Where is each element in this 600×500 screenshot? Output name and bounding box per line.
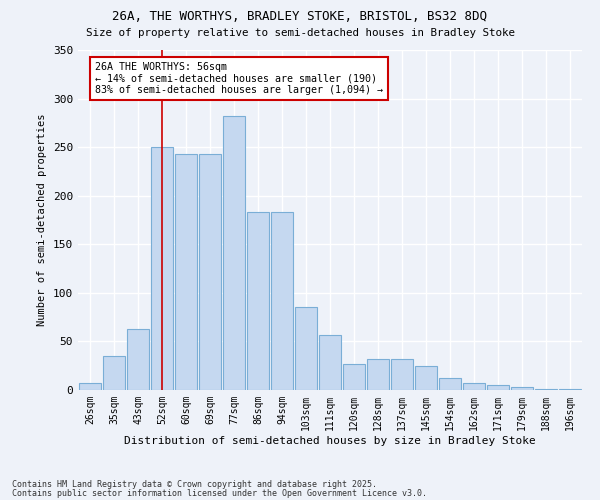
Bar — [319, 334, 341, 390]
Bar — [367, 359, 389, 390]
Bar — [391, 359, 413, 390]
Bar — [175, 154, 197, 390]
Y-axis label: Number of semi-detached properties: Number of semi-detached properties — [37, 114, 47, 326]
Bar — [535, 389, 557, 390]
Text: 26A, THE WORTHYS, BRADLEY STOKE, BRISTOL, BS32 8DQ: 26A, THE WORTHYS, BRADLEY STOKE, BRISTOL… — [113, 10, 487, 23]
Bar — [559, 389, 581, 390]
Bar — [247, 212, 269, 390]
Bar — [79, 383, 101, 390]
Bar — [223, 116, 245, 390]
Text: Contains public sector information licensed under the Open Government Licence v3: Contains public sector information licen… — [12, 488, 427, 498]
Bar — [343, 364, 365, 390]
Bar — [295, 308, 317, 390]
Bar — [487, 385, 509, 390]
Text: Contains HM Land Registry data © Crown copyright and database right 2025.: Contains HM Land Registry data © Crown c… — [12, 480, 377, 489]
Bar — [103, 356, 125, 390]
Bar — [127, 329, 149, 390]
Bar — [415, 366, 437, 390]
Bar — [439, 378, 461, 390]
Bar — [199, 154, 221, 390]
Bar — [151, 147, 173, 390]
Bar — [511, 387, 533, 390]
Bar — [271, 212, 293, 390]
X-axis label: Distribution of semi-detached houses by size in Bradley Stoke: Distribution of semi-detached houses by … — [124, 436, 536, 446]
Text: Size of property relative to semi-detached houses in Bradley Stoke: Size of property relative to semi-detach… — [86, 28, 515, 38]
Text: 26A THE WORTHYS: 56sqm
← 14% of semi-detached houses are smaller (190)
83% of se: 26A THE WORTHYS: 56sqm ← 14% of semi-det… — [95, 62, 383, 95]
Bar — [463, 383, 485, 390]
